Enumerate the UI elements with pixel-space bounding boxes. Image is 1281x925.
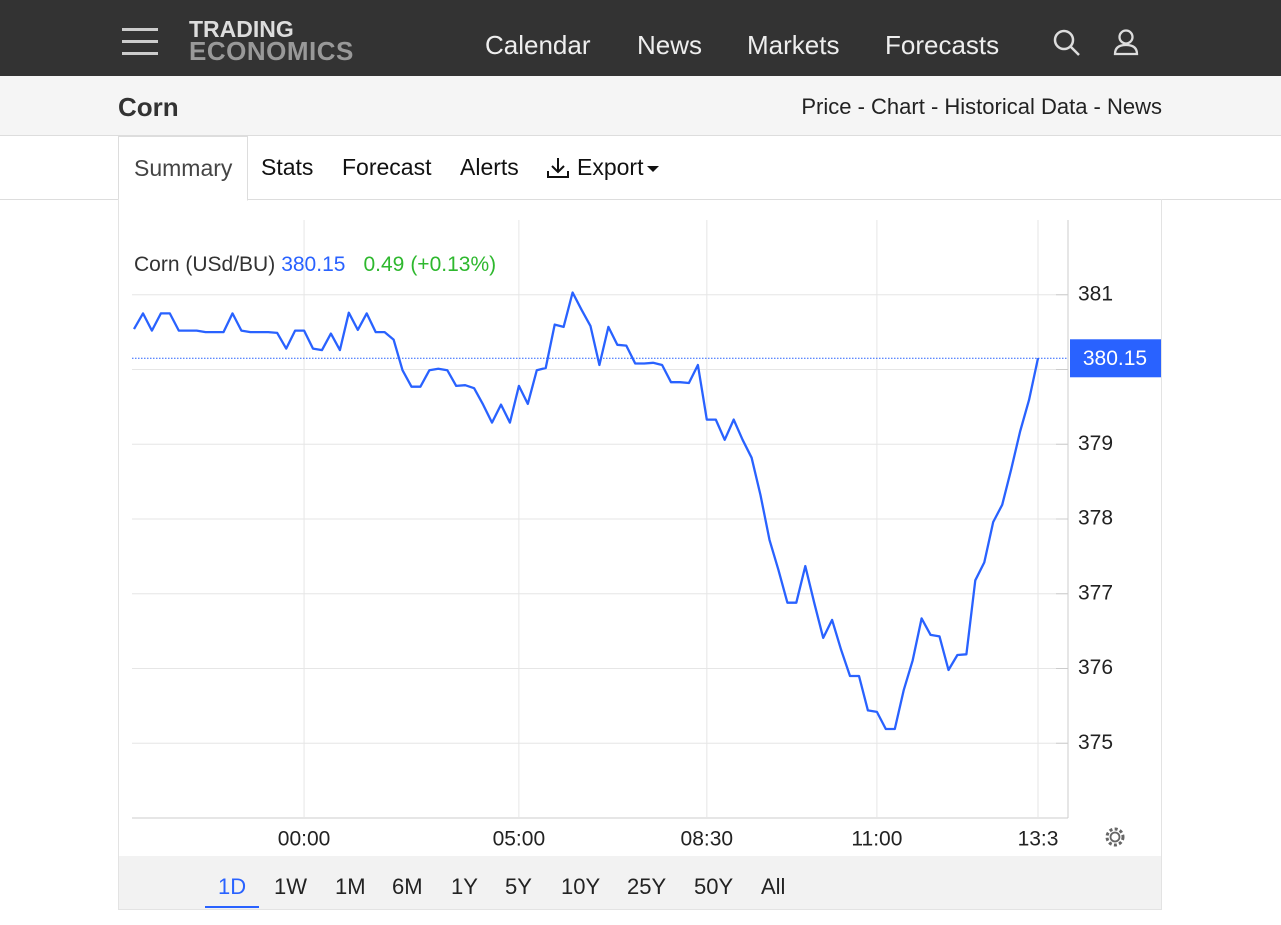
logo-bottom: ECONOMICS	[189, 36, 354, 66]
nav-link[interactable]: Calendar	[485, 30, 591, 60]
tab[interactable]: Stats	[261, 154, 314, 180]
nav-link[interactable]: News	[637, 30, 703, 60]
range-button[interactable]: 1W	[274, 874, 307, 899]
logo[interactable]: TRADING ECONOMICS	[189, 16, 354, 66]
series-name: Corn (USd/BU)	[134, 253, 275, 276]
price-line	[133, 291, 1040, 731]
tab-bar: Summary Stats Forecast Alerts Export	[0, 136, 1281, 201]
nav-link[interactable]: Markets	[747, 30, 840, 60]
y-tick-label: 377	[1078, 581, 1113, 604]
x-tick-label: 05:00	[493, 828, 546, 851]
y-tick-label: 375	[1078, 731, 1113, 754]
change: 0.49	[363, 253, 404, 276]
y-tick-label: 379	[1078, 432, 1113, 455]
section-links[interactable]: Price - Chart - Historical Data - News	[801, 94, 1162, 119]
y-tick-label: 378	[1078, 507, 1113, 530]
tab[interactable]: Alerts	[460, 154, 519, 180]
tab[interactable]: Forecast	[342, 154, 432, 180]
x-tick-label: 08:30	[681, 828, 734, 851]
price-badge-label: 380.15	[1083, 347, 1147, 370]
chart-panel	[118, 199, 1162, 910]
top-nav: TRADING ECONOMICS Calendar News Markets …	[0, 0, 1281, 76]
range-button[interactable]: 10Y	[561, 874, 601, 899]
range-button[interactable]: 50Y	[694, 874, 734, 899]
price: 380.15	[281, 253, 345, 276]
x-tick-label: 13:3	[1018, 828, 1059, 851]
sub-header: Corn Price - Chart - Historical Data - N…	[0, 76, 1281, 136]
y-tick-label: 381	[1078, 282, 1113, 305]
range-button[interactable]: 5Y	[505, 874, 532, 899]
tab[interactable]: Summary	[118, 136, 249, 201]
caret	[647, 166, 659, 172]
range-button[interactable]: 1M	[335, 874, 366, 899]
nav-link[interactable]: Forecasts	[885, 30, 1000, 60]
range-button[interactable]: 1D	[205, 874, 260, 908]
menu-button[interactable]	[122, 28, 158, 64]
y-tick-label: 376	[1078, 656, 1113, 679]
range-button[interactable]: 6M	[392, 874, 423, 899]
user-icon[interactable]	[1112, 28, 1140, 58]
range-bar: 1D 1W 1M 6M 1Y 5Y 10Y 25Y 50Y All	[119, 856, 1161, 909]
export-icon[interactable]	[546, 156, 572, 180]
range-button[interactable]: All	[761, 874, 786, 899]
x-tick-label: 00:00	[278, 828, 331, 851]
x-tick-label: 11:00	[851, 828, 902, 851]
price-badge	[1070, 339, 1161, 378]
settings-icon[interactable]	[1105, 827, 1125, 847]
page-title: Corn	[118, 92, 179, 122]
search-icon[interactable]	[1052, 28, 1082, 58]
range-button[interactable]: 25Y	[627, 874, 667, 899]
chart: Corn (USd/BU) 380.15 0.49 (+0.13%) 375 376 37…	[132, 220, 1161, 851]
tab[interactable]: Export	[577, 154, 644, 180]
range-button[interactable]: 1Y	[451, 874, 478, 899]
logo-top: TRADING	[189, 16, 294, 42]
change-pct: (+0.13%)	[410, 253, 496, 276]
legend: Corn (USd/BU) 380.15 0.49 (+0.13%)	[134, 253, 496, 276]
